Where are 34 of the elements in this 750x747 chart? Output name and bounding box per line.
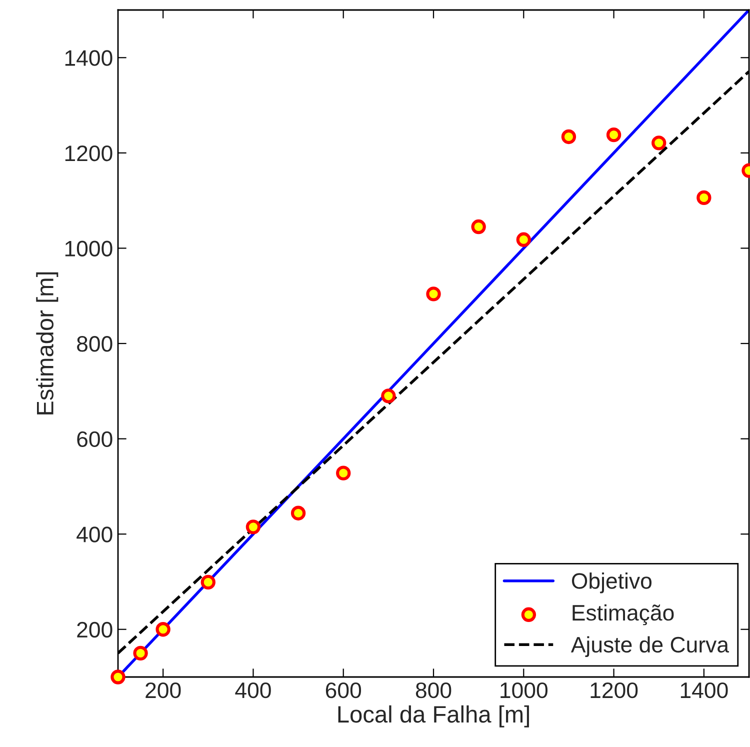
x-tick-label: 1000	[500, 682, 548, 698]
y-tick-label: 400	[76, 526, 112, 542]
point	[110, 670, 126, 684]
y-tick-label: 200	[77, 622, 112, 638]
legend-label: Objetivo	[572, 572, 652, 594]
point	[696, 190, 712, 206]
x-axis-title: Local da Falha [m]	[338, 705, 529, 728]
point	[246, 520, 261, 534]
y-axis-title: Estimador [m]	[36, 272, 58, 414]
legend-label: Estimação	[572, 604, 674, 626]
x-tick-label: 400	[235, 682, 271, 698]
point	[561, 129, 576, 144]
point	[471, 219, 486, 234]
x-tick-label: 1400	[680, 682, 728, 698]
point	[652, 136, 666, 150]
point	[426, 286, 441, 302]
point	[200, 574, 216, 590]
y-tick-label: 800	[77, 336, 112, 352]
x-tick-label: 600	[326, 682, 362, 698]
y-tick-label: 600	[77, 431, 112, 448]
point	[336, 466, 351, 480]
y-tick-label: 1000	[65, 240, 112, 256]
point	[381, 388, 396, 404]
y-tick-label: 1400	[65, 50, 112, 66]
point	[516, 232, 531, 247]
legend-label: Ajuste de Curva	[570, 636, 730, 657]
x-tick-label: 800	[416, 682, 452, 698]
x-tick-label: 1200	[590, 682, 638, 698]
point	[156, 622, 170, 637]
point	[606, 127, 622, 142]
point	[290, 506, 306, 520]
y-tick-label: 1200	[65, 145, 112, 162]
x-tick-label: 200	[146, 682, 181, 698]
point	[133, 646, 148, 661]
